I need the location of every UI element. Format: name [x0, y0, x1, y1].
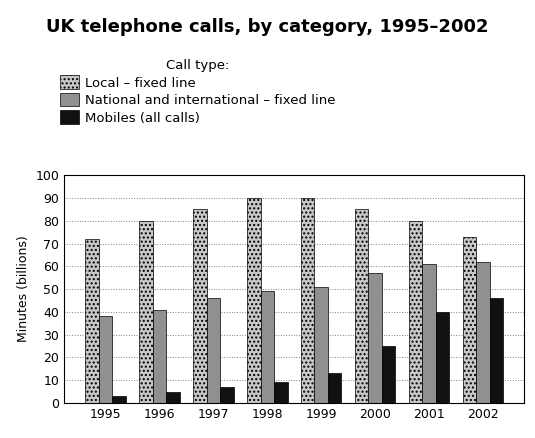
Bar	[301, 198, 315, 403]
Bar	[112, 396, 126, 403]
Bar	[193, 209, 207, 403]
Bar	[490, 298, 503, 403]
Bar	[166, 392, 180, 403]
Bar	[152, 310, 166, 403]
Bar	[139, 221, 152, 403]
Bar	[436, 312, 449, 403]
Y-axis label: Minutes (billions): Minutes (billions)	[17, 236, 30, 343]
Bar	[274, 382, 287, 403]
Bar	[85, 239, 98, 403]
Bar	[247, 198, 261, 403]
Bar	[463, 237, 476, 403]
Bar	[220, 387, 234, 403]
Bar	[261, 291, 274, 403]
Bar	[355, 209, 369, 403]
Bar	[382, 346, 395, 403]
Bar	[369, 273, 382, 403]
Bar	[207, 298, 220, 403]
Bar	[409, 221, 423, 403]
Legend: Local – fixed line, National and international – fixed line, Mobiles (all calls): Local – fixed line, National and interna…	[60, 59, 335, 125]
Bar	[328, 373, 341, 403]
Bar	[423, 264, 436, 403]
Text: UK telephone calls, by category, 1995–2002: UK telephone calls, by category, 1995–20…	[46, 18, 489, 35]
Bar	[98, 316, 112, 403]
Bar	[315, 287, 328, 403]
Bar	[476, 262, 490, 403]
